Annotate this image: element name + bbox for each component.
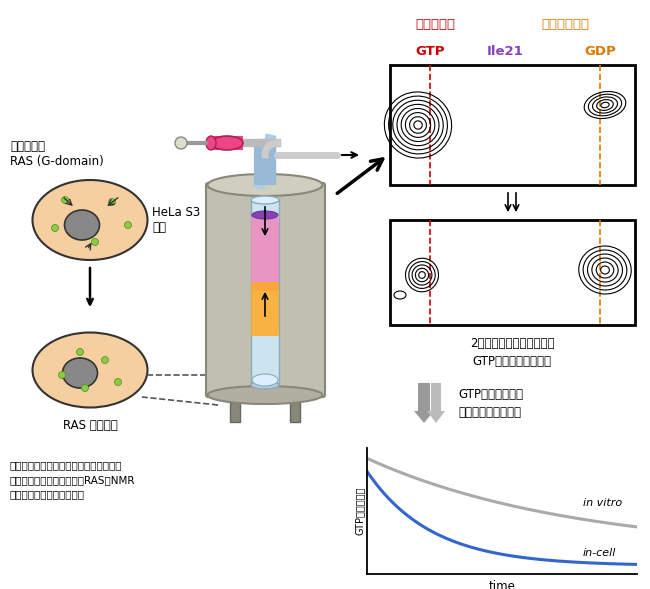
Circle shape [109,198,116,206]
Circle shape [81,385,88,392]
Text: （不活性型）: （不活性型） [541,18,589,31]
Ellipse shape [206,136,216,150]
Y-axis label: GTP結合型割合: GTP結合型割合 [354,487,365,535]
Text: Ile21: Ile21 [487,45,523,58]
Text: GTP: GTP [415,45,445,58]
FancyArrow shape [414,383,434,423]
Bar [390,220,635,325]
Circle shape [77,349,83,356]
Text: GTP結合型割合の
経時変化をプロット: GTP結合型割合の 経時変化をプロット [458,388,523,419]
Bar [251,200,279,385]
Circle shape [125,221,131,229]
Ellipse shape [207,174,322,196]
FancyBboxPatch shape [251,282,279,336]
Ellipse shape [251,381,279,389]
Circle shape [62,197,68,204]
Ellipse shape [251,196,279,204]
Circle shape [114,379,122,385]
Text: 2つのシグナル強度比より
GTP結合型割合を算出: 2つのシグナル強度比より GTP結合型割合を算出 [470,337,554,368]
Ellipse shape [62,358,98,388]
Ellipse shape [252,374,278,386]
Circle shape [58,372,66,379]
Circle shape [51,224,58,231]
Text: in-cell: in-cell [583,548,616,558]
Bar [211,136,243,150]
Text: （活性型）: （活性型） [415,18,455,31]
Text: in vitro: in vitro [583,498,622,508]
Ellipse shape [211,136,243,150]
Text: RAS 導入細胞: RAS 導入細胞 [62,419,118,432]
Ellipse shape [32,333,148,408]
Text: HeLa S3
細胞: HeLa S3 細胞 [152,206,200,234]
Ellipse shape [64,210,99,240]
Circle shape [101,356,109,363]
Ellipse shape [32,180,148,260]
Bar [230,402,240,422]
Bar [290,402,300,422]
Ellipse shape [207,386,322,404]
FancyBboxPatch shape [206,183,325,397]
Ellipse shape [175,137,187,149]
Bar [390,65,635,185]
FancyArrow shape [427,383,445,423]
X-axis label: time: time [489,580,515,589]
Text: GDP: GDP [584,45,616,58]
FancyBboxPatch shape [251,217,279,291]
Circle shape [92,239,99,246]
Ellipse shape [252,211,278,219]
Text: バイオリアクター装置により培地を灌流
しながら細胞内に導入したRASのNMR
スペクトルを連続的に取得: バイオリアクター装置により培地を灌流 しながら細胞内に導入したRASのNMR ス… [10,460,135,499]
Text: 同位体標識
RAS (G-domain): 同位体標識 RAS (G-domain) [10,140,104,168]
